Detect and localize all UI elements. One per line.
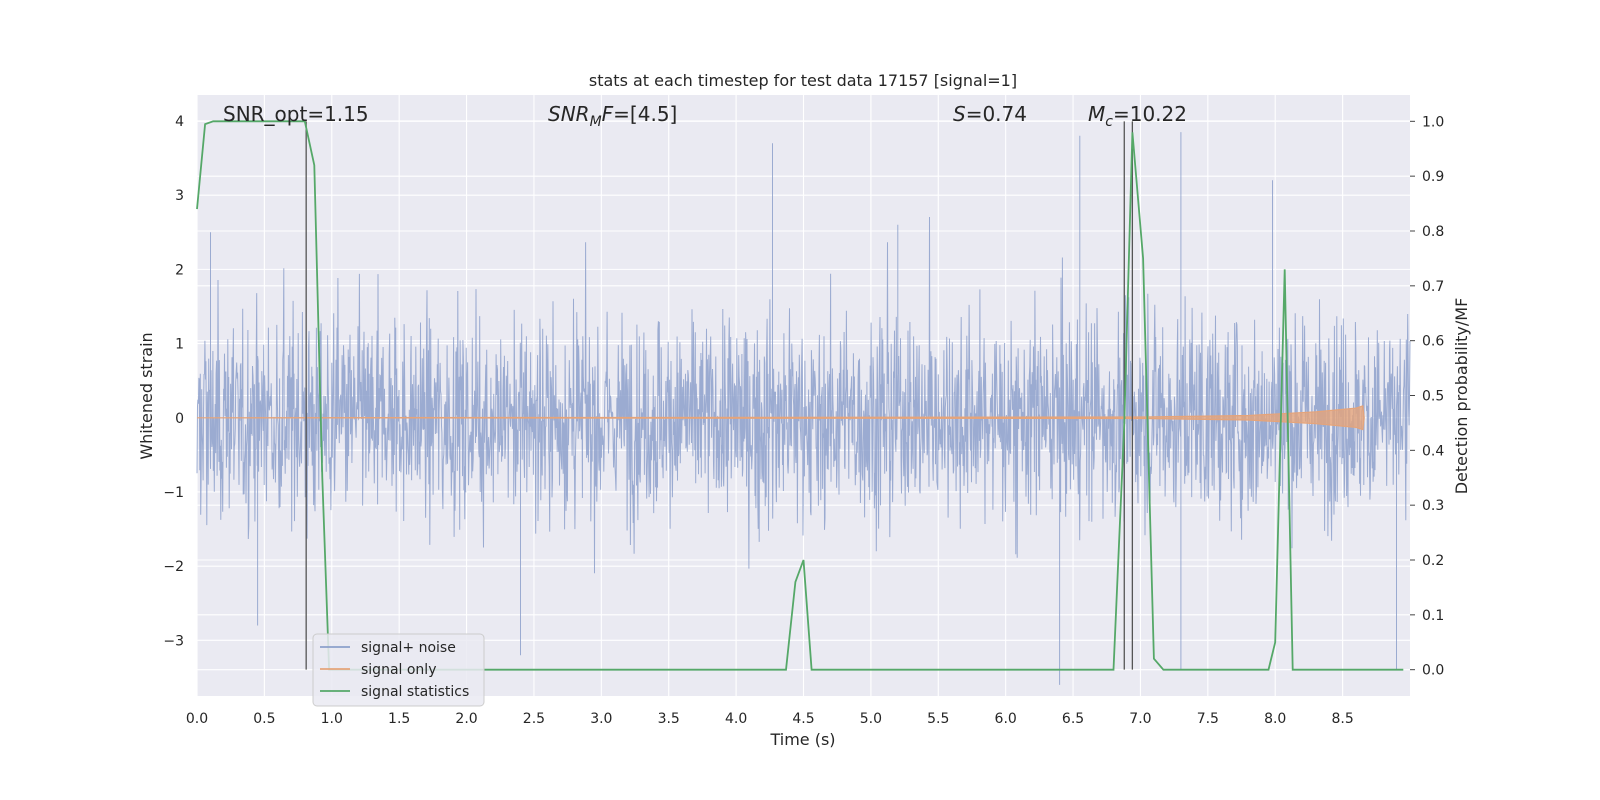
y2-tick-label: 0.7 bbox=[1422, 279, 1444, 295]
y2-tick-label: 0.5 bbox=[1422, 389, 1444, 405]
x-tick-label: 5.5 bbox=[927, 711, 949, 727]
y-axis-label: Whitened strain bbox=[137, 332, 156, 459]
signal-statistics-series bbox=[196, 120, 1404, 671]
y2-tick-label: 1.0 bbox=[1422, 114, 1444, 130]
annotation-s: S=0.74 bbox=[953, 102, 1027, 126]
x-axis-label: Time (s) bbox=[769, 730, 835, 749]
grid bbox=[196, 95, 1410, 696]
x-tick-label: 1.0 bbox=[321, 711, 343, 727]
y2-tick-label: 0.0 bbox=[1422, 663, 1444, 679]
signal-only-series bbox=[196, 405, 1365, 431]
y-tick-label: −1 bbox=[163, 485, 184, 501]
y2-tick-label: 0.2 bbox=[1422, 553, 1444, 569]
x-tick-label: 2.5 bbox=[523, 711, 545, 727]
y-axis-ticks: 4 3 2 1 0 −1 −2 −3 bbox=[163, 114, 184, 649]
y2-tick-label: 0.9 bbox=[1422, 169, 1444, 185]
x-tick-label: 1.5 bbox=[388, 711, 410, 727]
y2-axis-label: Detection probability/MF bbox=[1452, 298, 1471, 495]
x-tick-label: 4.0 bbox=[725, 711, 747, 727]
annotation-snr-mf: SNRMF=[4.5] bbox=[548, 102, 677, 130]
x-tick-label: 3.5 bbox=[658, 711, 680, 727]
y-tick-label: 3 bbox=[175, 188, 184, 204]
signal-noise-line bbox=[196, 132, 1411, 685]
legend-box bbox=[312, 633, 485, 707]
annotation-snr-opt: SNR_opt=1.15 bbox=[223, 102, 369, 126]
legend-label-stats: signal statistics bbox=[361, 684, 469, 700]
y2-tick-label: 0.6 bbox=[1422, 334, 1444, 350]
legend-label-signal: signal only bbox=[361, 662, 436, 678]
y-tick-label: 2 bbox=[175, 262, 184, 278]
x-tick-label: 7.5 bbox=[1197, 711, 1219, 727]
y2-axis-ticks: 1.0 0.9 0.8 0.7 0.6 0.5 0.4 0.3 0.2 0.1 0.0 bbox=[1410, 114, 1444, 679]
x-axis-ticks: 0.0 0.5 1.0 1.5 2.0 2.5 3.0 3.5 4.0 4.5 5.0 5.5 6.0 6… bbox=[186, 711, 1354, 727]
annotation-mc: Mc=10.22 bbox=[1088, 102, 1187, 130]
y2-tick-label: 0.4 bbox=[1422, 443, 1444, 459]
y2-tick-label: 0.8 bbox=[1422, 224, 1444, 240]
signal-noise-series bbox=[196, 132, 1411, 685]
x-tick-label: 5.0 bbox=[860, 711, 882, 727]
y-tick-label: 4 bbox=[175, 114, 184, 130]
legend-label-noise: signal+ noise bbox=[361, 640, 456, 656]
x-tick-label: 7.0 bbox=[1129, 711, 1151, 727]
legend: signal+ noise signal only signal statist… bbox=[312, 633, 485, 707]
x-tick-label: 8.5 bbox=[1331, 711, 1353, 727]
y-tick-label: −3 bbox=[163, 633, 184, 649]
x-tick-label: 0.0 bbox=[186, 711, 208, 727]
y-tick-label: −2 bbox=[163, 559, 184, 575]
chart-title: stats at each timestep for test data 171… bbox=[589, 71, 1017, 90]
y2-tick-label: 0.3 bbox=[1422, 498, 1444, 514]
x-tick-label: 4.5 bbox=[792, 711, 814, 727]
x-tick-label: 0.5 bbox=[253, 711, 275, 727]
x-tick-label: 6.5 bbox=[1062, 711, 1084, 727]
x-tick-label: 6.0 bbox=[995, 711, 1017, 727]
signal-only-line bbox=[196, 405, 1365, 431]
y2-tick-label: 0.1 bbox=[1422, 608, 1444, 624]
x-tick-label: 8.0 bbox=[1264, 711, 1286, 727]
x-tick-label: 3.0 bbox=[590, 711, 612, 727]
signal-statistics-line bbox=[196, 120, 1404, 671]
x-tick-label: 2.0 bbox=[455, 711, 477, 727]
y-tick-label: 1 bbox=[175, 337, 184, 353]
y-tick-label: 0 bbox=[175, 411, 184, 427]
